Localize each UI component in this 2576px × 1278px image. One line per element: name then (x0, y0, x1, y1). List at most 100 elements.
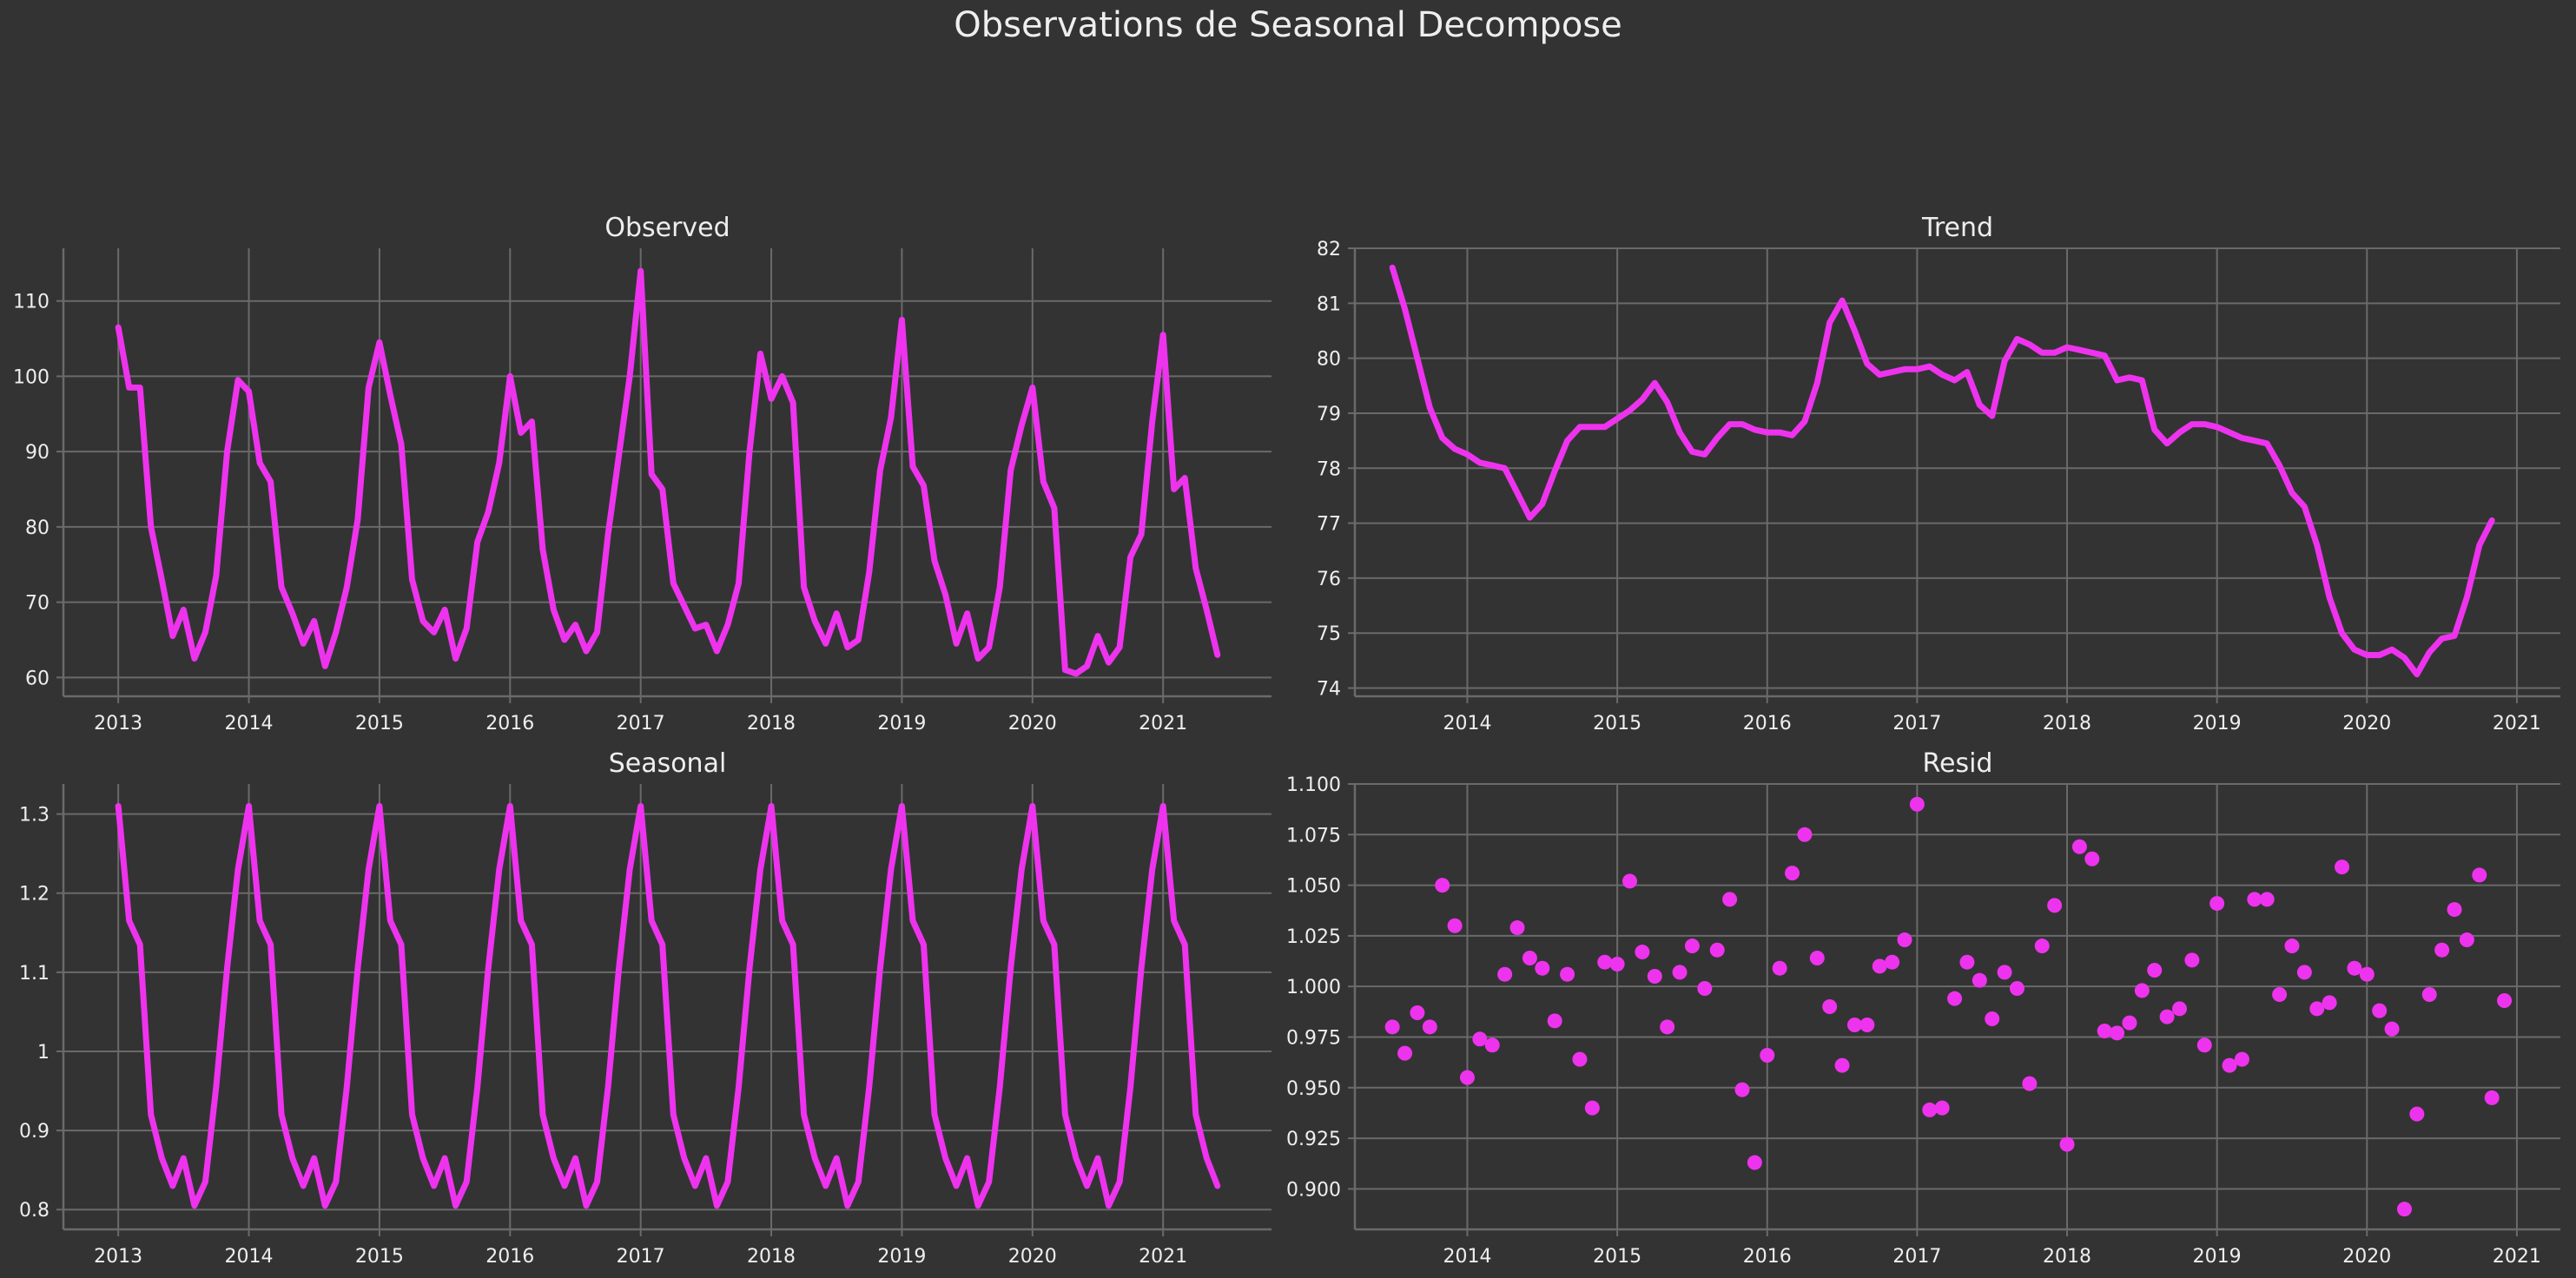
resid-point (2396, 1202, 2412, 1217)
resid-point (1872, 959, 1887, 974)
resid-point (2497, 993, 2513, 1009)
resid-point (1497, 966, 1513, 982)
resid-xtick-label: 2018 (2043, 1246, 2091, 1268)
observed-xtick-label: 2013 (94, 713, 142, 735)
resid-xtick-label: 2014 (1443, 1246, 1491, 1268)
resid-point (1472, 1031, 1488, 1047)
seasonal-ytick-label: 1 (37, 1042, 50, 1064)
resid-point (2084, 851, 2100, 866)
resid-ytick-label: 0.950 (1286, 1078, 1341, 1100)
resid-point (2384, 1021, 2400, 1037)
seasonal-xtick-label: 2018 (747, 1246, 796, 1268)
seasonal-xtick-label: 2020 (1008, 1246, 1057, 1268)
resid-point (1672, 965, 1688, 980)
resid-point (1484, 1038, 1500, 1053)
observed-xtick-label: 2016 (485, 713, 534, 735)
resid-point (1459, 1070, 1475, 1085)
observed-axes: 2013 2014 2015 2016 2017 2018 2019 2020 2021 60 70… (13, 213, 1271, 735)
resid-point (2209, 896, 2225, 912)
resid-point (2372, 1003, 2388, 1018)
resid-point (1684, 939, 1700, 954)
resid-point (2222, 1057, 2237, 1073)
trend-xtick-label: 2014 (1443, 713, 1491, 735)
resid-point (1447, 918, 1463, 933)
resid-ytick-label: 1.050 (1286, 876, 1341, 898)
trend-xtick-label: 2017 (1892, 713, 1941, 735)
seasonal-ytick-label: 1.2 (19, 884, 50, 906)
observed-ytick-label: 100 (13, 366, 50, 388)
trend-axes: 2014 2015 2016 2017 2018 2019 2020 2021 74 75 76 77… (1317, 213, 2560, 735)
resid-point (1597, 954, 1613, 970)
resid-point (1947, 991, 1963, 1006)
resid-point (1747, 1155, 1762, 1170)
resid-point (1709, 942, 1725, 958)
resid-point (1785, 866, 1800, 881)
trend-xtick-label: 2016 (1743, 713, 1792, 735)
observed-xtick-label: 2019 (877, 713, 926, 735)
observed-xtick-label: 2017 (617, 713, 665, 735)
resid-point (1660, 1019, 1675, 1035)
trend-ytick-label: 76 (1317, 569, 1341, 590)
resid-point (2122, 1015, 2137, 1031)
trend-ytick-label: 81 (1317, 293, 1341, 315)
resid-xtick-label: 2020 (2342, 1246, 2391, 1268)
resid-point (1922, 1102, 1938, 1117)
resid-point (1997, 965, 2012, 980)
resid-ytick-label: 0.925 (1286, 1129, 1341, 1150)
resid-title: Resid (1923, 748, 1993, 779)
seasonal-xtick-label: 2019 (877, 1246, 926, 1268)
trend-xtick-label: 2020 (2342, 713, 2391, 735)
trend-ytick-label: 79 (1317, 404, 1341, 425)
resid-point (1734, 1082, 1750, 1097)
trend-ytick-label: 78 (1317, 458, 1341, 480)
resid-ytick-label: 0.975 (1286, 1027, 1341, 1049)
seasonal-xtick-label: 2017 (617, 1246, 665, 1268)
resid-point (1797, 827, 1813, 842)
resid-ytick-label: 1.075 (1286, 825, 1341, 847)
observed-xtick-label: 2020 (1008, 713, 1057, 735)
resid-point (1909, 796, 1925, 812)
resid-point (1859, 1017, 1875, 1032)
resid-point (2159, 1009, 2175, 1024)
trend-ytick-label: 80 (1317, 349, 1341, 371)
resid-point (2421, 987, 2437, 1003)
resid-point (1897, 932, 1912, 948)
seasonal-ytick-label: 0.9 (19, 1121, 50, 1143)
resid-xtick-label: 2015 (1593, 1246, 1641, 1268)
resid-point (2009, 981, 2024, 997)
seasonal-xtick-label: 2013 (94, 1246, 142, 1268)
trend-xtick-label: 2018 (2043, 713, 2091, 735)
seasonal-ytick-label: 1.3 (19, 805, 50, 827)
resid-point (1822, 999, 1838, 1014)
resid-point (1972, 972, 1987, 988)
seasonal-axes: 2013 2014 2015 2016 2017 2018 2019 2020 2021 0.8 0… (19, 748, 1271, 1268)
resid-point (1584, 1100, 1600, 1116)
resid-point (2409, 1106, 2425, 1122)
resid-point (1647, 969, 1662, 985)
resid-point (2335, 860, 2350, 875)
trend-ytick-label: 75 (1317, 623, 1341, 645)
resid-point (2296, 965, 2312, 980)
resid-ytick-label: 1.025 (1286, 926, 1341, 948)
seasonal-xtick-label: 2014 (225, 1246, 274, 1268)
observed-xtick-label: 2014 (225, 713, 274, 735)
observed-ytick-label: 110 (13, 292, 50, 313)
resid-point (2110, 1025, 2125, 1041)
resid-point (2184, 952, 2200, 968)
resid-point (2059, 1136, 2075, 1152)
resid-point (1547, 1013, 1562, 1029)
resid-point (1834, 1057, 1850, 1073)
resid-point (1560, 966, 1575, 982)
trend-series-line (1389, 264, 2495, 678)
resid-axes: 2014 2015 2016 2017 2018 2019 2020 2021 0.900 0.9… (1286, 748, 2560, 1268)
resid-point (2347, 960, 2362, 976)
resid-point (2359, 966, 2375, 982)
resid-point (1959, 954, 1975, 970)
resid-point (2247, 892, 2262, 907)
trend-xtick-label: 2019 (2193, 713, 2242, 735)
seasonal-xtick-label: 2016 (485, 1246, 534, 1268)
resid-point (2172, 1001, 2188, 1017)
resid-point (1609, 957, 1625, 972)
